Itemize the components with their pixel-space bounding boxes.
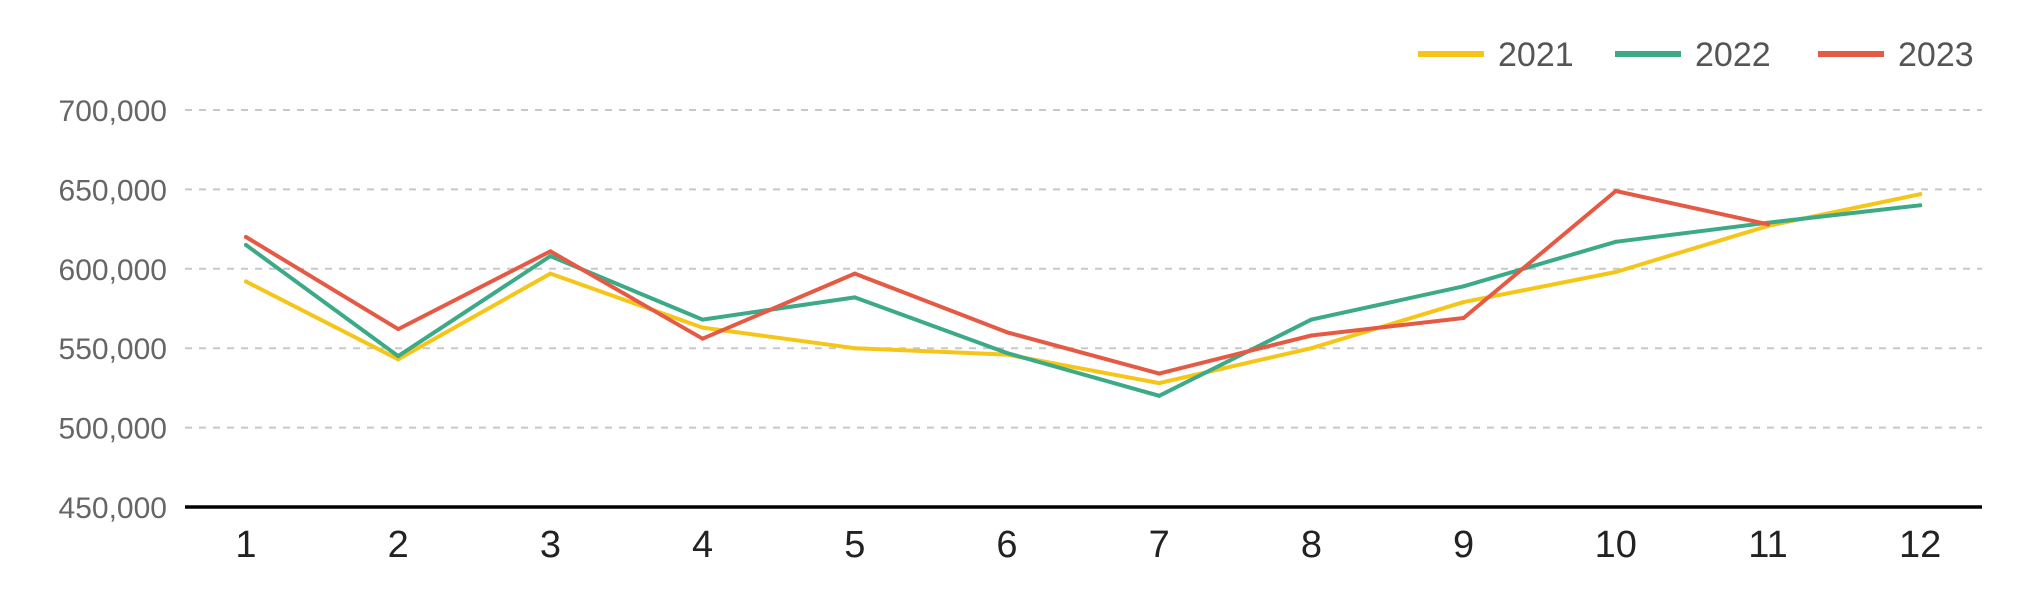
legend: 2021 2022 2023 (1418, 36, 1974, 74)
data-point-2023-4 (700, 336, 705, 341)
x-tick-label: 6 (996, 524, 1017, 566)
data-point-2023-8 (1309, 333, 1314, 338)
data-point-2023-10 (1613, 188, 1618, 193)
data-point-2023-2 (396, 327, 401, 332)
data-point-2021-9 (1461, 300, 1466, 305)
data-point-2021-2 (396, 357, 401, 362)
data-point-2023-7 (1157, 371, 1162, 376)
data-point-2023-5 (852, 271, 857, 276)
legend-label-2022: 2022 (1695, 36, 1771, 74)
grid-layer (185, 109, 1982, 429)
data-point-2021-12 (1918, 192, 1923, 197)
series-line-2022 (244, 203, 1923, 398)
data-point-2022-8 (1309, 317, 1314, 322)
x-axis-labels: 1 2 3 4 5 6 7 8 9 10 11 12 (235, 524, 1941, 566)
data-point-2021-3 (548, 271, 553, 276)
series-layer (244, 188, 1923, 398)
data-point-2023-1 (244, 235, 248, 240)
data-point-2021-1 (244, 279, 248, 284)
data-point-2022-12 (1918, 203, 1923, 208)
data-point-2022-9 (1461, 284, 1466, 289)
x-tick-label: 8 (1301, 524, 1322, 566)
data-point-2022-10 (1613, 239, 1618, 244)
data-point-2022-4 (700, 317, 705, 322)
data-point-2021-4 (700, 325, 705, 330)
data-point-2021-7 (1157, 381, 1162, 386)
y-tick-label: 600,000 (59, 254, 167, 287)
x-tick-label: 3 (540, 524, 561, 566)
x-tick-label: 1 (235, 524, 256, 566)
data-point-2022-1 (244, 242, 248, 247)
data-point-2022-7 (1157, 393, 1162, 398)
y-tick-label: 700,000 (59, 95, 167, 128)
data-point-2023-6 (1005, 330, 1009, 335)
x-tick-label: 9 (1453, 524, 1474, 566)
x-tick-label: 11 (1748, 524, 1787, 566)
data-point-2023-11 (1766, 222, 1770, 227)
data-point-2022-6 (1005, 350, 1009, 355)
data-point-2021-8 (1309, 346, 1314, 351)
series-line-2023 (244, 189, 1770, 376)
data-point-2021-5 (852, 346, 857, 351)
series-line-2021 (244, 192, 1923, 386)
y-tick-label: 550,000 (59, 333, 167, 366)
legend-label-2023: 2023 (1898, 36, 1974, 74)
data-point-2022-3 (548, 254, 553, 259)
data-point-2023-9 (1461, 316, 1466, 321)
x-tick-label: 7 (1149, 524, 1170, 566)
x-tick-label: 5 (844, 524, 865, 566)
y-axis-labels: 450,000 500,000 550,000 600,000 650,000 700,0… (59, 95, 167, 525)
x-tick-label: 2 (388, 524, 409, 566)
x-tick-label: 10 (1595, 524, 1637, 566)
y-tick-label: 650,000 (59, 174, 167, 207)
data-point-2022-2 (396, 354, 401, 359)
x-tick-label: 4 (692, 524, 713, 566)
legend-label-2021: 2021 (1498, 36, 1574, 74)
y-tick-label: 500,000 (59, 413, 167, 446)
data-point-2022-5 (852, 295, 857, 300)
data-point-2021-10 (1613, 269, 1618, 274)
data-point-2023-3 (548, 249, 553, 254)
y-tick-label: 450,000 (59, 492, 167, 525)
x-tick-label: 12 (1899, 524, 1941, 566)
